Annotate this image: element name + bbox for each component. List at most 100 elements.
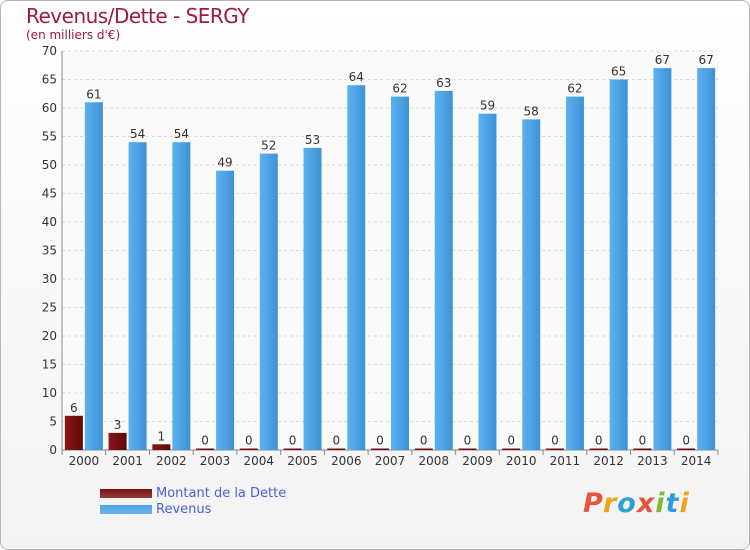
bar-revenus [697,68,716,450]
bar-revenus [434,90,453,451]
x-tick-label: 2007 [375,454,406,468]
data-label-revenus: 65 [611,65,626,79]
data-label-revenus: 59 [480,99,495,113]
bar-revenus [478,113,497,450]
bar-revenus [303,147,322,450]
y-tick-label: 30 [42,272,57,286]
bar-revenus [84,102,103,451]
data-label-dette: 0 [682,434,690,448]
bar-dette [414,448,433,450]
data-label-dette: 6 [70,401,78,415]
x-tick-label: 2000 [69,454,100,468]
x-tick-label: 2003 [200,454,231,468]
bar-dette [64,415,83,450]
x-tick-label: 2005 [287,454,318,468]
logo-letter: r [602,488,618,519]
x-tick-label: 2012 [593,454,624,468]
bar-revenus [172,142,191,450]
data-label-revenus: 62 [392,82,407,96]
logo-letter: i [655,488,666,519]
y-tick-label: 65 [42,73,57,87]
logo-letter: P [583,488,603,519]
bar-dette [327,448,346,450]
data-label-dette: 0 [332,434,340,448]
logo-letter: x [636,488,656,519]
data-label-dette: 0 [639,434,647,448]
bar-dette [633,448,652,450]
x-tick-label: 2001 [112,454,143,468]
bar-dette [589,448,608,450]
x-tick-label: 2013 [637,454,668,468]
logo-letter: i [679,488,690,519]
bar-dette [502,448,521,450]
y-tick-label: 5 [49,415,57,429]
data-label-dette: 3 [114,418,122,432]
x-tick-label: 2006 [331,454,362,468]
y-tick-label: 20 [42,329,57,343]
bar-revenus [347,85,366,450]
bar-dette [371,448,389,450]
bar-revenus [391,96,409,450]
bar-revenus [609,79,628,450]
data-label-dette: 0 [420,434,428,448]
data-label-revenus: 62 [567,82,582,96]
data-label-dette: 0 [551,434,559,448]
x-tick-label: 2011 [550,454,581,468]
bar-dette [283,448,302,450]
chart-subtitle: (en milliers d'€) [26,28,121,42]
x-tick-label: 2014 [681,454,712,468]
data-label-dette: 0 [245,434,253,448]
bar-dette [108,432,127,450]
data-label-revenus: 58 [524,104,539,118]
data-label-revenus: 52 [261,139,276,153]
legend-swatch-dette [100,489,152,498]
bar-dette [458,448,477,450]
bar-dette [239,448,258,450]
bar-revenus [565,96,584,450]
logo-letter: t [665,488,680,519]
bar-dette [545,448,564,450]
data-label-revenus: 67 [698,53,713,67]
bar-revenus [128,142,147,450]
chart-title: Revenus/Dette - SERGY [26,4,250,28]
data-label-revenus: 54 [130,127,145,141]
y-tick-label: 45 [42,187,57,201]
data-label-dette: 0 [289,434,297,448]
bar-revenus [653,68,672,450]
data-label-dette: 0 [595,434,603,448]
x-tick-label: 2004 [244,454,275,468]
data-label-dette: 1 [158,429,166,443]
y-tick-label: 25 [42,301,57,315]
bar-revenus [259,153,278,450]
logo-letter: o [617,488,637,519]
proxiti-logo[interactable]: Proxiti [583,488,690,519]
data-label-dette: 0 [507,434,515,448]
legend-swatch-revenus [100,505,152,514]
bar-dette [196,448,215,450]
data-label-revenus: 53 [305,133,320,147]
y-tick-label: 40 [42,215,57,229]
x-tick-label: 2009 [462,454,493,468]
data-label-revenus: 63 [436,76,451,90]
legend-label-dette: Montant de la Dette [156,486,287,501]
y-tick-label: 60 [42,101,57,115]
data-label-revenus: 61 [86,87,101,101]
bar-dette [677,448,696,450]
data-label-dette: 0 [464,434,472,448]
y-tick-label: 10 [42,386,57,400]
data-label-revenus: 54 [174,127,189,141]
bar-revenus [522,119,541,451]
y-tick-label: 55 [42,130,57,144]
data-label-dette: 0 [201,434,209,448]
bar-revenus [216,170,235,450]
data-label-revenus: 49 [217,156,232,170]
y-tick-label: 70 [42,44,57,58]
y-tick-label: 35 [42,244,57,258]
y-tick-label: 50 [42,158,57,172]
x-tick-label: 2010 [506,454,537,468]
y-tick-label: 15 [42,358,57,372]
y-tick-label: 0 [49,443,57,457]
data-label-revenus: 67 [655,53,670,67]
x-tick-label: 2002 [156,454,187,468]
